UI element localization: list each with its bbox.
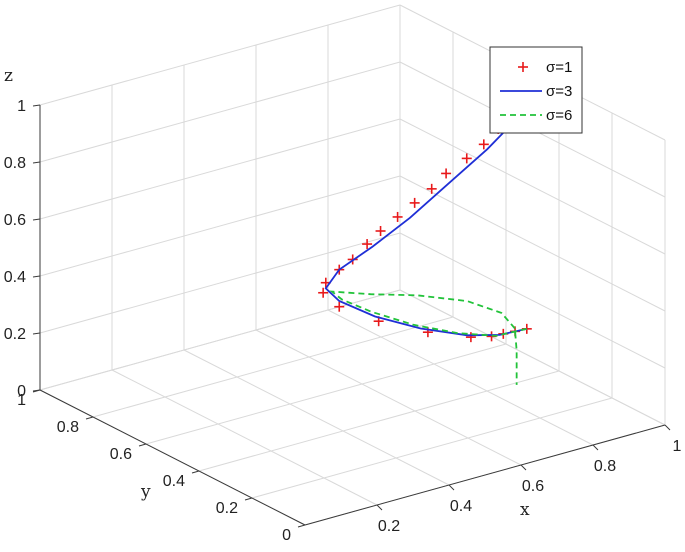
grid-line	[251, 397, 613, 499]
z-tick-mark	[32, 389, 41, 392]
x-axis-label: x	[520, 500, 530, 520]
x-tick-mark	[448, 484, 455, 491]
z-tick-mark	[32, 161, 41, 164]
z-tick-label: 0.2	[4, 326, 26, 343]
plus-marker	[465, 332, 476, 343]
z-tick-label: 0.8	[4, 155, 26, 172]
grid-line	[145, 343, 507, 445]
z-axis-label: z	[4, 66, 13, 86]
grid-line	[39, 4, 401, 106]
x-tick-mark	[520, 464, 527, 471]
legend: σ=1 σ=3 σ=6	[489, 46, 583, 134]
y-tick-label: 0.6	[110, 446, 132, 463]
y-axis-label: y	[140, 482, 151, 502]
legend-label: σ=3	[546, 83, 572, 100]
plus-marker	[409, 197, 420, 208]
y-tick-mark	[85, 416, 94, 420]
y-tick-mark	[297, 524, 306, 528]
legend-box	[489, 46, 583, 134]
tick-labels: 0.20.40.60.8100.20.40.60.8100.20.40.60.8…	[4, 98, 682, 544]
x-tick-label: 0.4	[450, 498, 472, 515]
x-tick-label: 1	[673, 438, 682, 455]
y-tick-label: 0.2	[216, 500, 238, 517]
x-tick-label: 0.6	[522, 478, 544, 495]
z-tick-label: 0	[17, 383, 26, 400]
y-tick-label: 1	[17, 392, 26, 409]
z-tick-label: 0.4	[4, 269, 26, 286]
axis-panes	[40, 290, 665, 525]
y-axis-line	[39, 389, 306, 526]
grid-line	[399, 289, 666, 426]
y-tick-mark	[244, 497, 253, 501]
plus-marker	[441, 168, 452, 179]
plus-marker	[334, 301, 345, 312]
grid-line	[198, 370, 560, 472]
grid-line	[399, 175, 666, 312]
grid-line	[39, 61, 401, 163]
y-tick-mark	[138, 443, 147, 447]
grid-line	[183, 349, 450, 486]
grid-line	[327, 309, 594, 446]
legend-swatch	[518, 62, 528, 72]
grid-line	[255, 329, 522, 466]
z-tick-mark	[32, 218, 41, 221]
x-tick-label: 0.8	[594, 458, 616, 475]
series-line-3	[329, 290, 528, 385]
x-tick-mark	[664, 424, 671, 431]
plus-marker	[375, 226, 386, 236]
z-tick-mark	[32, 332, 41, 335]
legend-label: σ=1	[546, 59, 572, 76]
floor-pane	[40, 290, 665, 525]
grid-line	[111, 369, 378, 506]
plus-marker	[362, 239, 373, 250]
plus-marker	[318, 287, 329, 298]
y-tick-label: 0.4	[163, 473, 185, 490]
x-tick-mark	[376, 504, 383, 511]
x-tick-mark	[592, 444, 599, 451]
legend-label: σ=6	[546, 107, 572, 124]
x-tick-label: 0.2	[378, 518, 400, 535]
z-tick-label: 0.6	[4, 212, 26, 229]
z-tick-label: 1	[17, 98, 26, 115]
grid-line	[399, 118, 666, 255]
z-tick-mark	[32, 275, 41, 278]
x-axis-line	[304, 424, 666, 526]
y-tick-mark	[191, 470, 200, 474]
grid-line	[39, 175, 401, 277]
z-tick-mark	[32, 104, 41, 107]
y-tick-label: 0.8	[57, 419, 79, 436]
axis-frame	[32, 104, 671, 528]
grid-line	[39, 118, 401, 220]
plus-marker	[461, 153, 472, 164]
plus-marker	[392, 211, 403, 222]
y-tick-label: 0	[282, 527, 291, 544]
grid-line	[399, 232, 666, 369]
grid-line	[39, 232, 401, 334]
plus-marker	[426, 183, 437, 194]
plus-marker	[478, 139, 489, 150]
grid-line	[92, 316, 454, 418]
